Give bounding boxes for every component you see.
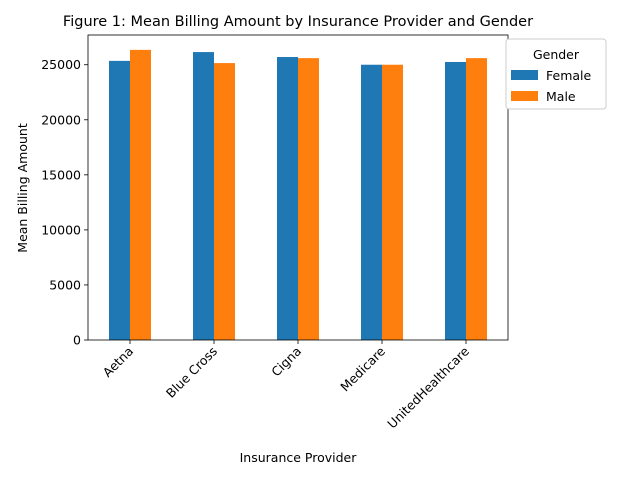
chart-title: Figure 1: Mean Billing Amount by Insuran… (63, 14, 533, 30)
x-tick-label: Medicare (337, 343, 388, 394)
bar-female-aetna (109, 60, 130, 340)
bar-male-unitedhealthcare (466, 58, 487, 340)
bar-male-blue-cross (214, 63, 235, 341)
bar-male-aetna (130, 49, 151, 340)
legend-label-female: Female (546, 68, 592, 83)
x-tick-label: UnitedHealthcare (384, 343, 472, 431)
x-tick-label: Cigna (268, 344, 304, 380)
y-tick-label: 10000 (41, 222, 81, 237)
x-axis-label: Insurance Provider (240, 450, 358, 465)
bar-female-cigna (277, 57, 298, 340)
y-tick-label: 20000 (41, 112, 81, 127)
x-tick-label: Aetna (100, 344, 136, 380)
bar-male-medicare (382, 64, 403, 340)
y-tick-label: 25000 (41, 57, 81, 72)
legend-label-male: Male (546, 89, 576, 104)
y-tick-label: 5000 (49, 277, 81, 292)
legend: Gender Female Male (505, 38, 607, 110)
x-tick-label: Blue Cross (163, 344, 220, 401)
y-axis-label: Mean Billing Amount (15, 123, 30, 253)
y-tick-label: 15000 (41, 167, 81, 182)
legend-swatch-female (511, 70, 538, 80)
bar-female-blue-cross (193, 52, 214, 341)
legend-swatch-male (511, 91, 538, 101)
bar-female-medicare (361, 64, 382, 340)
bar-male-cigna (298, 58, 319, 340)
plot-area: Aetna Blue Cross Cigna MedicareUnitedHealth… (41, 34, 509, 431)
bar-female-unitedhealthcare (445, 61, 466, 341)
axes-frame (87, 34, 509, 341)
legend-title: Gender (533, 47, 580, 62)
y-tick-label: 0 (73, 333, 81, 348)
